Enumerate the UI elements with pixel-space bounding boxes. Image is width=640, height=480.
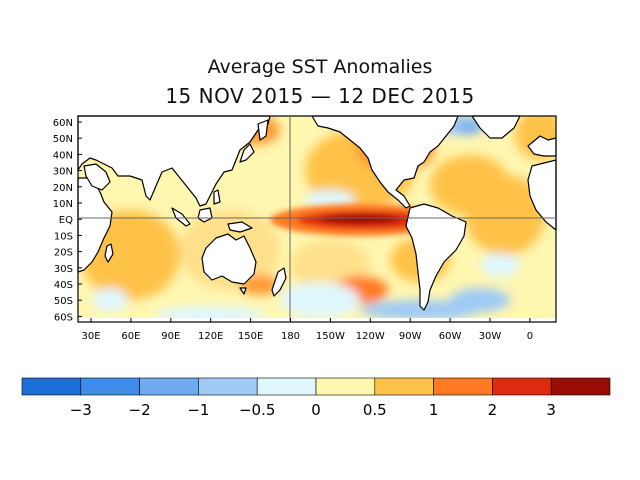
japan-land bbox=[239, 143, 255, 163]
philippines-land bbox=[213, 189, 221, 205]
lat-label: 10N bbox=[53, 199, 73, 210]
colorbar-swatch bbox=[139, 377, 199, 396]
map-subtitle: 15 NOV 2015 — 12 DEC 2015 bbox=[165, 84, 475, 108]
colorbar-label: 1 bbox=[429, 401, 439, 419]
map-title: Average SST Anomalies bbox=[207, 56, 433, 78]
lat-label: 20N bbox=[53, 183, 73, 194]
lat-label: 40N bbox=[53, 150, 73, 161]
africa-land bbox=[77, 177, 113, 273]
lat-label: 30N bbox=[53, 167, 73, 178]
colorbar-swatch bbox=[315, 377, 376, 396]
lon-label: 90E bbox=[161, 331, 180, 342]
colorbar-label: −2 bbox=[129, 401, 151, 419]
colorbar-label: 0 bbox=[311, 401, 321, 419]
colorbar-swatch bbox=[374, 377, 434, 396]
eurasia-land bbox=[77, 115, 271, 207]
lon-label: 30E bbox=[81, 331, 100, 342]
lat-label: 60S bbox=[54, 312, 73, 323]
lat-label: 50N bbox=[53, 134, 73, 145]
lon-label: 30W bbox=[479, 331, 502, 342]
lon-label: 180 bbox=[281, 331, 300, 342]
madagascar-land bbox=[104, 243, 114, 263]
lat-label: 50S bbox=[54, 296, 73, 307]
lat-label: 30S bbox=[54, 264, 73, 275]
lon-label: 120W bbox=[356, 331, 385, 342]
colorbar-label: 2 bbox=[488, 401, 498, 419]
landmasses bbox=[77, 115, 557, 322]
colorbar-swatch bbox=[550, 377, 611, 396]
colorbar-swatch bbox=[256, 377, 317, 396]
lat-label: 40S bbox=[54, 280, 73, 291]
axis-ticks: 60N 50N 40N 30N 20N 10N EQ 10S 20S 30S 40S 50S 60S 30… bbox=[53, 118, 533, 342]
lon-label: 0 bbox=[527, 331, 533, 342]
lon-label: 60E bbox=[121, 331, 140, 342]
south-america-land bbox=[405, 203, 467, 311]
colorbar-label: −3 bbox=[70, 401, 92, 419]
colorbar-swatch bbox=[492, 377, 552, 396]
colorbar-label: 3 bbox=[546, 401, 556, 419]
north-america-land bbox=[311, 115, 459, 209]
newguinea-land bbox=[227, 221, 253, 233]
colorbar-swatch bbox=[198, 377, 258, 396]
lon-label: 150E bbox=[238, 331, 263, 342]
sumatra-land bbox=[171, 207, 191, 227]
colorbar-swatch bbox=[21, 377, 82, 396]
colorbar-label: 0.5 bbox=[363, 401, 387, 419]
lat-label: 60N bbox=[53, 118, 73, 129]
arabia-land bbox=[83, 163, 111, 191]
colorbar: −3 −2 −1 −0.5 0 0.5 1 2 3 bbox=[21, 377, 611, 419]
lon-label: 150W bbox=[316, 331, 345, 342]
tasmania-land bbox=[239, 287, 247, 295]
colorbar-label: −0.5 bbox=[239, 401, 275, 419]
colorbar-swatch bbox=[433, 377, 493, 396]
australia-land bbox=[201, 233, 257, 285]
kamchatka-land bbox=[257, 119, 269, 141]
colorbar-swatch bbox=[80, 377, 140, 396]
lat-label: 20S bbox=[54, 248, 73, 259]
lat-label: EQ bbox=[59, 215, 73, 226]
colorbar-label: −1 bbox=[187, 401, 209, 419]
lon-label: 120E bbox=[198, 331, 223, 342]
lat-label: 10S bbox=[54, 231, 73, 242]
antarctica-land bbox=[78, 318, 556, 322]
newzealand-land bbox=[271, 267, 287, 297]
lon-label: 90W bbox=[399, 331, 422, 342]
lon-label: 60W bbox=[439, 331, 462, 342]
